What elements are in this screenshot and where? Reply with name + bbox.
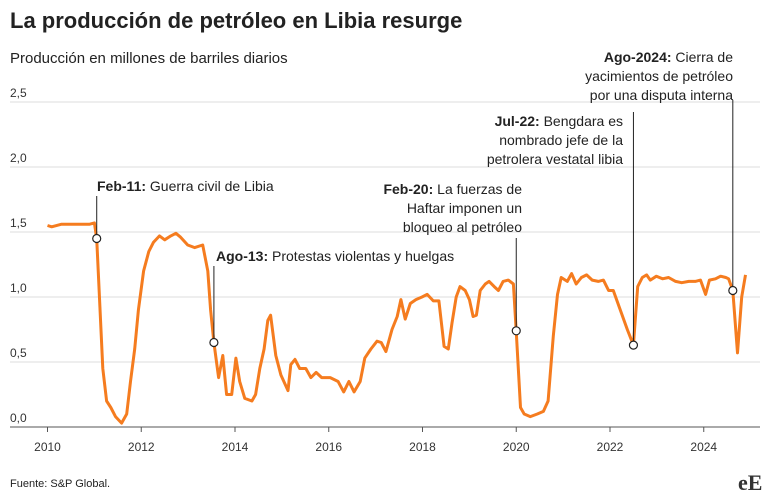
- x-tick-label: 2010: [34, 440, 61, 454]
- annotation-text: Ago-2024: Cierra de: [604, 49, 733, 65]
- annotation-body: nombrado jefe de la: [499, 132, 623, 148]
- x-tick-label: 2020: [503, 440, 530, 454]
- annotation-body: por una disputa interna: [590, 87, 733, 103]
- annotation-body: Cierra de: [672, 49, 734, 65]
- chart-title: La producción de petróleo en Libia resur…: [10, 8, 462, 33]
- annotation-marker: [92, 233, 102, 244]
- annotation-body: Guerra civil de Libia: [146, 178, 274, 194]
- annotation-body: petrolera vestatal libia: [487, 151, 623, 167]
- y-tick-label: 0,5: [10, 346, 27, 360]
- annotation-label: Feb-11:: [97, 178, 146, 194]
- annotation-label: Feb-20:: [383, 181, 433, 197]
- y-tick-label: 2,5: [10, 86, 27, 100]
- annotation-text: por una disputa interna: [590, 87, 733, 103]
- source: Fuente: S&P Global.: [10, 478, 110, 490]
- annotation-text: petrolera vestatal libia: [487, 151, 623, 167]
- annotation-body: Haftar imponen un: [407, 200, 522, 216]
- annotation-text: yacimientos de petróleo: [585, 68, 733, 84]
- annotation-marker: [209, 337, 219, 348]
- y-tick-label: 1,5: [10, 216, 27, 230]
- annotation-body: bloqueo al petróleo: [403, 219, 522, 235]
- annotation-label: Jul-22:: [495, 113, 540, 129]
- annotation-text: Feb-11: Guerra civil de Libia: [97, 178, 274, 194]
- annotation-text: bloqueo al petróleo: [403, 219, 522, 235]
- y-tick-label: 2,0: [10, 151, 27, 165]
- chart-subtitle: Producción en millones de barriles diari…: [10, 50, 288, 67]
- annotation-text: Jul-22: Bengdara es: [495, 113, 623, 129]
- x-tick-label: 2024: [690, 440, 717, 454]
- annotation-body: Bengdara es: [540, 113, 623, 129]
- x-tick-label: 2022: [597, 440, 624, 454]
- annotation-text: nombrado jefe de la: [499, 132, 623, 148]
- annotation-text: Ago-13: Protestas violentas y huelgas: [216, 248, 454, 264]
- x-tick-label: 2014: [222, 440, 249, 454]
- annotation-text: Feb-20: La fuerzas de: [383, 181, 522, 197]
- annotation-body: Protestas violentas y huelgas: [268, 248, 454, 264]
- annotation-body: La fuerzas de: [433, 181, 522, 197]
- x-tick-label: 2012: [128, 440, 155, 454]
- x-tick-label: 2016: [315, 440, 342, 454]
- y-tick-label: 0,0: [10, 411, 27, 425]
- annotation-label: Ago-13:: [216, 248, 268, 264]
- annotation-text: Haftar imponen un: [407, 200, 522, 216]
- x-tick-label: 2018: [409, 440, 436, 454]
- annotation-marker: [511, 326, 521, 336]
- logo: eE: [738, 470, 762, 495]
- annotation-marker: [628, 340, 639, 350]
- annotation-label: Ago-2024:: [604, 49, 672, 65]
- annotation-marker: [728, 285, 738, 296]
- y-tick-label: 1,0: [10, 281, 27, 295]
- data-line: [47, 221, 747, 425]
- annotation-body: yacimientos de petróleo: [585, 68, 733, 84]
